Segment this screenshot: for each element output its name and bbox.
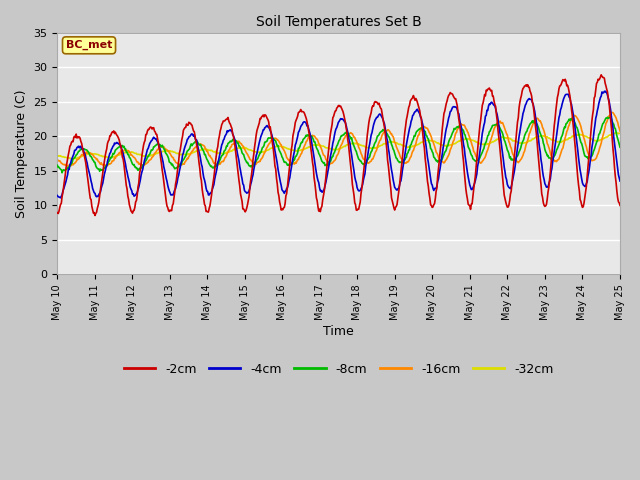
Text: BC_met: BC_met [66, 40, 112, 50]
Y-axis label: Soil Temperature (C): Soil Temperature (C) [15, 89, 28, 218]
Title: Soil Temperatures Set B: Soil Temperatures Set B [256, 15, 422, 29]
X-axis label: Time: Time [323, 325, 354, 338]
Legend: -2cm, -4cm, -8cm, -16cm, -32cm: -2cm, -4cm, -8cm, -16cm, -32cm [119, 358, 559, 381]
